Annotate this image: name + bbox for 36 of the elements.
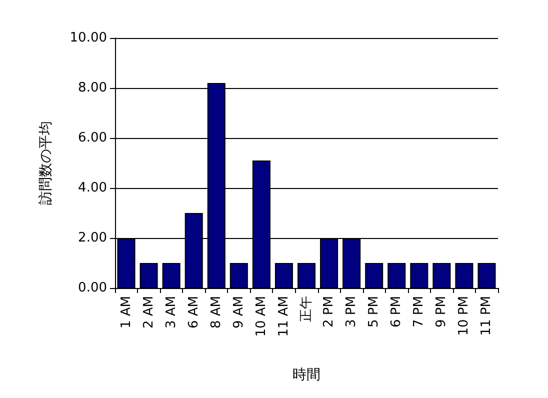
bar	[140, 263, 158, 288]
x-tick-label: 7 PM	[412, 296, 427, 328]
x-tick-label: 8 AM	[208, 296, 224, 329]
x-tick-label: 正午	[299, 296, 314, 322]
bar	[365, 263, 384, 288]
bar	[455, 263, 474, 288]
x-tick-label: 2 AM	[141, 296, 156, 329]
x-tick-label: 3 PM	[344, 296, 360, 328]
x-tick-label: 3 AM	[164, 296, 179, 329]
y-tick-label: 0.00	[78, 280, 107, 296]
x-tick-label: 2 PM	[322, 296, 337, 328]
x-tick-label: 6 AM	[186, 296, 202, 329]
x-tick-label: 10 AM	[254, 296, 269, 337]
y-tick-label: 4.00	[78, 180, 107, 196]
bar	[432, 263, 451, 288]
y-tick-label: 2.00	[78, 230, 107, 246]
x-tick-label: 9 AM	[231, 296, 246, 329]
x-tick-label: 1 AM	[118, 296, 134, 329]
x-tick-label: 5 PM	[366, 296, 382, 328]
x-tick-label: 6 PM	[389, 296, 404, 328]
bar	[478, 263, 496, 288]
bar	[162, 263, 180, 288]
bar	[297, 263, 316, 288]
bar	[274, 263, 293, 288]
y-tick-label: 6.00	[78, 130, 107, 146]
y-axis-title: 訪問数の平均	[38, 121, 54, 205]
x-tick-label: 10 PM	[456, 296, 472, 336]
x-tick-label: 11 PM	[479, 296, 494, 336]
x-tick-label: 9 PM	[434, 296, 450, 328]
bar	[230, 263, 248, 288]
bar	[410, 263, 428, 288]
y-tick-label: 10.00	[70, 30, 107, 46]
x-tick-label: 11 AM	[276, 296, 292, 337]
x-axis-title: 時間	[292, 367, 320, 383]
y-tick-label: 8.00	[78, 80, 107, 96]
bar	[388, 263, 406, 288]
